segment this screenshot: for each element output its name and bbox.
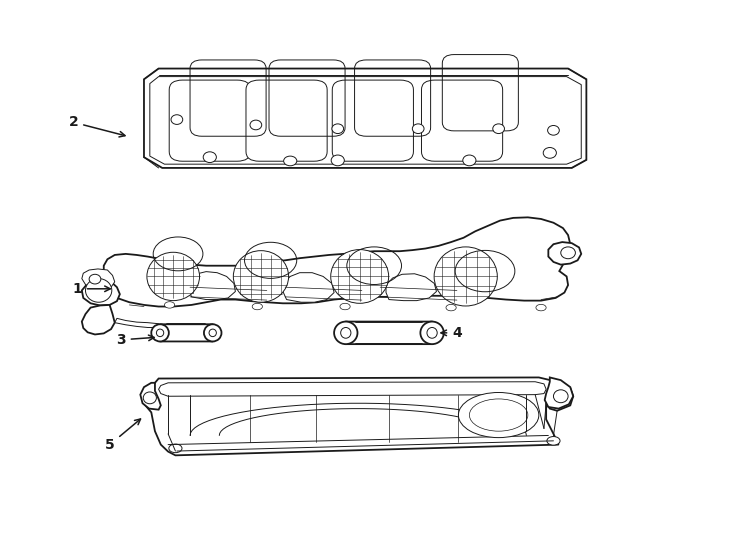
Polygon shape — [545, 377, 573, 409]
Polygon shape — [341, 322, 437, 344]
Polygon shape — [115, 319, 159, 327]
Ellipse shape — [204, 324, 222, 341]
Ellipse shape — [434, 247, 498, 306]
Ellipse shape — [341, 327, 351, 338]
Ellipse shape — [171, 114, 183, 124]
Ellipse shape — [561, 247, 575, 259]
FancyBboxPatch shape — [333, 80, 413, 161]
Ellipse shape — [209, 329, 217, 336]
Ellipse shape — [421, 322, 444, 344]
Ellipse shape — [147, 252, 200, 301]
Polygon shape — [156, 324, 217, 341]
Ellipse shape — [250, 120, 262, 130]
FancyBboxPatch shape — [170, 80, 250, 161]
Polygon shape — [144, 69, 586, 168]
Ellipse shape — [151, 324, 169, 341]
Ellipse shape — [547, 436, 560, 445]
Ellipse shape — [463, 155, 476, 166]
Ellipse shape — [156, 329, 164, 336]
Text: 2: 2 — [68, 115, 125, 137]
Ellipse shape — [413, 124, 424, 133]
Ellipse shape — [331, 155, 344, 166]
Polygon shape — [548, 242, 581, 265]
Polygon shape — [140, 383, 161, 410]
FancyBboxPatch shape — [246, 80, 327, 161]
Polygon shape — [159, 382, 546, 396]
Ellipse shape — [203, 152, 217, 163]
Ellipse shape — [89, 274, 101, 284]
Text: 1: 1 — [72, 282, 110, 296]
Ellipse shape — [334, 322, 357, 344]
Polygon shape — [81, 305, 115, 334]
Ellipse shape — [469, 399, 528, 431]
Ellipse shape — [143, 392, 156, 404]
Polygon shape — [150, 77, 581, 164]
Ellipse shape — [543, 147, 556, 158]
Polygon shape — [81, 269, 115, 289]
Ellipse shape — [340, 303, 350, 310]
Polygon shape — [283, 273, 334, 302]
Ellipse shape — [536, 305, 546, 311]
Ellipse shape — [427, 327, 437, 338]
Ellipse shape — [493, 124, 504, 133]
Polygon shape — [81, 275, 120, 306]
Ellipse shape — [283, 156, 297, 166]
Ellipse shape — [332, 124, 344, 133]
FancyBboxPatch shape — [421, 80, 503, 161]
Ellipse shape — [553, 390, 568, 403]
Ellipse shape — [252, 303, 263, 310]
Ellipse shape — [85, 279, 112, 302]
Text: 5: 5 — [105, 419, 140, 451]
Text: 3: 3 — [116, 333, 154, 347]
Ellipse shape — [459, 393, 539, 437]
Ellipse shape — [169, 444, 182, 453]
Ellipse shape — [331, 249, 388, 303]
Ellipse shape — [446, 305, 457, 311]
Ellipse shape — [233, 251, 288, 302]
Polygon shape — [103, 218, 570, 307]
Polygon shape — [386, 274, 437, 301]
Text: 4: 4 — [441, 326, 462, 340]
Ellipse shape — [548, 125, 559, 135]
Polygon shape — [188, 272, 236, 300]
Polygon shape — [142, 377, 573, 455]
Ellipse shape — [164, 302, 175, 308]
